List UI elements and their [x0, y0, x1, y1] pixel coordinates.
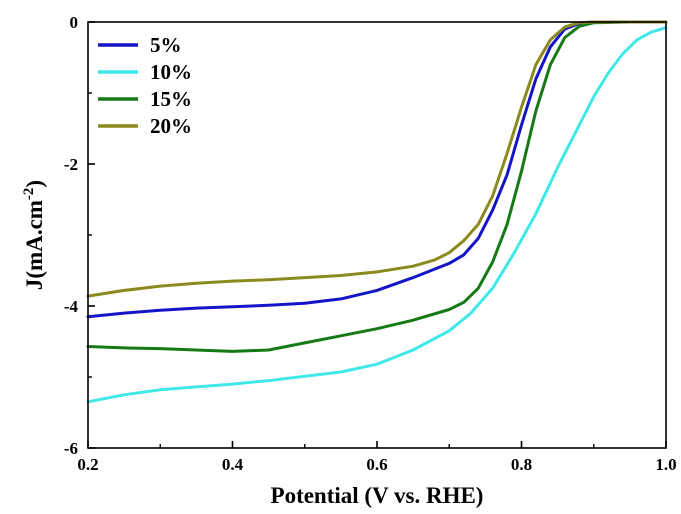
x-tick-label: 0.6: [366, 455, 387, 474]
y-axis-label-superscript: -2: [21, 188, 37, 201]
series-line-1: [86, 20, 668, 319]
x-axis-label: Potential (V vs. RHE): [271, 483, 484, 508]
x-tick-label: 0.4: [222, 455, 244, 474]
x-tick-label: 0.2: [77, 455, 98, 474]
x-tick-label: 0.8: [511, 455, 532, 474]
x-tick-label: 1.0: [655, 455, 676, 474]
series-line-3: [86, 20, 668, 353]
y-tick-label: -2: [64, 155, 78, 174]
legend-label: 5%: [150, 33, 182, 57]
series-line-2: [86, 26, 668, 404]
legend-label: 20%: [150, 114, 192, 138]
legend: 5% 10% 15% 20%: [98, 33, 192, 138]
y-axis-label-main: J(mA.cm: [22, 200, 47, 290]
legend-label: 10%: [150, 60, 192, 84]
axis-tick-labels: 0.2 0.4 0.6 0.8 1.0 -6 -4 -2 0: [64, 13, 677, 474]
y-tick-label: -6: [64, 439, 78, 458]
y-axis-label-close: ): [22, 180, 47, 188]
series-line-4: [86, 20, 668, 298]
series-lines: [86, 20, 668, 404]
plot-frame: [87, 21, 667, 449]
y-axis-label: J(mA.cm-2): [21, 180, 47, 290]
axis-ticks: [87, 21, 667, 449]
y-tick-label: -4: [64, 297, 79, 316]
y-tick-label: 0: [70, 13, 79, 32]
legend-label: 15%: [150, 87, 192, 111]
